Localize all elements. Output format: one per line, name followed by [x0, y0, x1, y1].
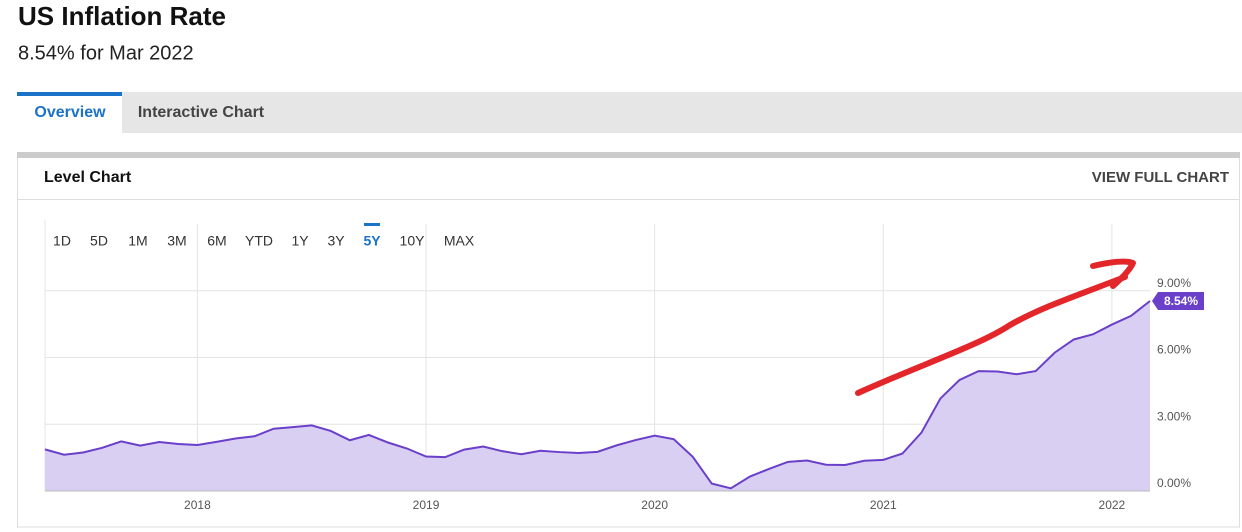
range-button[interactable]: 1D: [53, 233, 71, 249]
tab-bar: [17, 92, 1242, 133]
x-tick-label: 2022: [1099, 498, 1126, 512]
x-tick-label: 2018: [184, 498, 211, 512]
view-full-chart[interactable]: VIEW FULL CHART: [1092, 169, 1229, 186]
tab[interactable]: Overview: [34, 104, 106, 121]
range-button[interactable]: YTD: [245, 233, 273, 249]
area: [45, 300, 1150, 491]
range-button[interactable]: 3M: [167, 233, 186, 249]
x-tick-label: 2021: [870, 498, 897, 512]
range-button[interactable]: 5Y: [363, 233, 381, 249]
range-button[interactable]: 6M: [207, 233, 226, 249]
page-title: US Inflation Rate: [18, 1, 226, 31]
range-button[interactable]: 1M: [128, 233, 147, 249]
range-button[interactable]: 1Y: [291, 233, 309, 249]
page-subtitle: 8.54% for Mar 2022: [18, 42, 194, 64]
range-button[interactable]: 3Y: [327, 233, 345, 249]
tab-indicator: [17, 92, 122, 96]
y-tick-label: 6.00%: [1157, 343, 1191, 357]
range-button[interactable]: MAX: [444, 233, 475, 249]
card-top-border: [17, 152, 1240, 158]
y-tick-label: 3.00%: [1157, 409, 1191, 423]
card-title: Level Chart: [44, 169, 132, 186]
x-tick-label: 2020: [641, 498, 668, 512]
range-button[interactable]: 5D: [90, 233, 108, 249]
y-tick-label: 9.00%: [1157, 276, 1191, 290]
line: [44, 300, 1151, 490]
x-tick-label: 2019: [413, 498, 440, 512]
value-label: 8.54%: [1164, 294, 1198, 308]
chart: 2018 2019 2020 2021 2022 0.00% 3.00% 6.00% 9.00%…: [44, 220, 1204, 512]
range-indicator: [364, 223, 380, 226]
annotation-arrow: [855, 258, 1136, 396]
range-button[interactable]: 10Y: [400, 233, 426, 249]
value-flag: [1152, 291, 1204, 310]
y-tick-label: 0.00%: [1157, 476, 1191, 490]
tab[interactable]: Interactive Chart: [138, 104, 265, 121]
tab-active[interactable]: [17, 92, 122, 133]
